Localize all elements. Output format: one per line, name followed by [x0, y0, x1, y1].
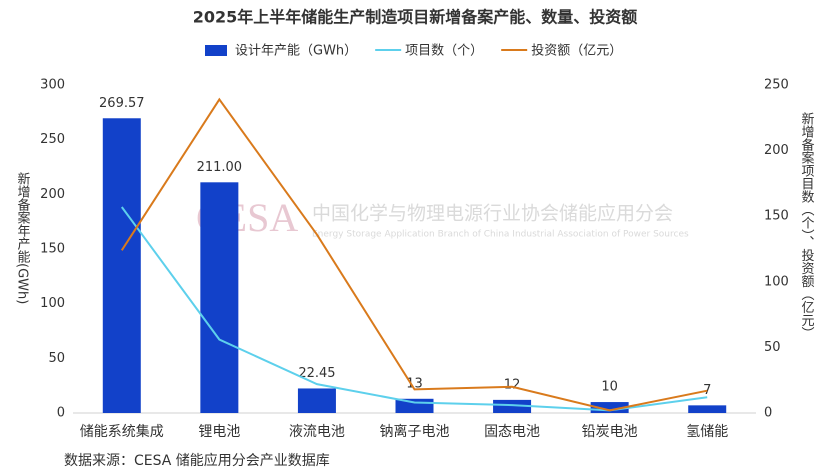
legend-label: 项目数（个） [405, 44, 483, 59]
y2-tick-label: 100 [764, 274, 789, 289]
bar [200, 182, 239, 413]
legend-swatch [205, 45, 227, 56]
bar-value-label: 7 [703, 383, 711, 398]
x-tick-label: 固态电池 [484, 424, 540, 440]
x-tick-label: 储能系统集成 [80, 423, 164, 440]
chart-title: 2025年上半年储能生产制造项目新增备案产能、数量、投资额 [193, 8, 638, 27]
watermark-name: 中国化学与物理电源行业协会储能应用分会 [312, 203, 673, 225]
bar [493, 399, 532, 413]
y-tick-label: 300 [40, 78, 65, 93]
bar [297, 388, 336, 413]
y2-tick-label: 200 [764, 143, 789, 158]
source-note: 数据来源：CESA 储能应用分会产业数据库 [64, 452, 330, 469]
y2-axis-label: 新增备案项目数（个）、投资额（亿元） [799, 111, 815, 339]
y2-tick-label: 150 [764, 209, 789, 224]
x-tick-label: 铅炭电池 [582, 424, 638, 440]
y-tick-label: 150 [40, 242, 65, 257]
watermark-subname: Energy Storage Application Branch of Chi… [312, 230, 689, 240]
bar-value-label: 211.00 [197, 160, 243, 175]
bar-value-label: 13 [406, 376, 423, 391]
x-tick-label: 钠离子电池 [380, 423, 450, 440]
y-tick-label: 100 [40, 296, 65, 311]
y-tick-label: 50 [48, 351, 65, 366]
y-axis-label: 新增备案年产能(GWh) [15, 171, 31, 304]
bar [688, 405, 727, 413]
x-tick-label: 液流电池 [289, 424, 345, 440]
y-tick-label: 200 [40, 187, 65, 202]
x-tick-label: 锂电池 [198, 424, 240, 440]
legend-label: 设计年产能（GWh） [235, 44, 357, 59]
y2-tick-label: 0 [764, 406, 772, 421]
bar-value-label: 12 [504, 377, 521, 392]
bar-value-label: 10 [601, 380, 618, 395]
bar [102, 118, 141, 413]
line-series [120, 97, 708, 412]
bar [590, 402, 629, 413]
y-tick-label: 0 [57, 406, 65, 421]
y2-tick-label: 250 [764, 78, 789, 93]
y-tick-label: 250 [40, 132, 65, 147]
bar-value-label: 269.57 [99, 96, 145, 111]
x-tick-label: 氢储能 [686, 424, 728, 440]
y2-tick-label: 50 [764, 340, 781, 355]
bar-value-label: 22.45 [298, 366, 335, 381]
legend-label: 投资额（亿元） [531, 43, 622, 59]
